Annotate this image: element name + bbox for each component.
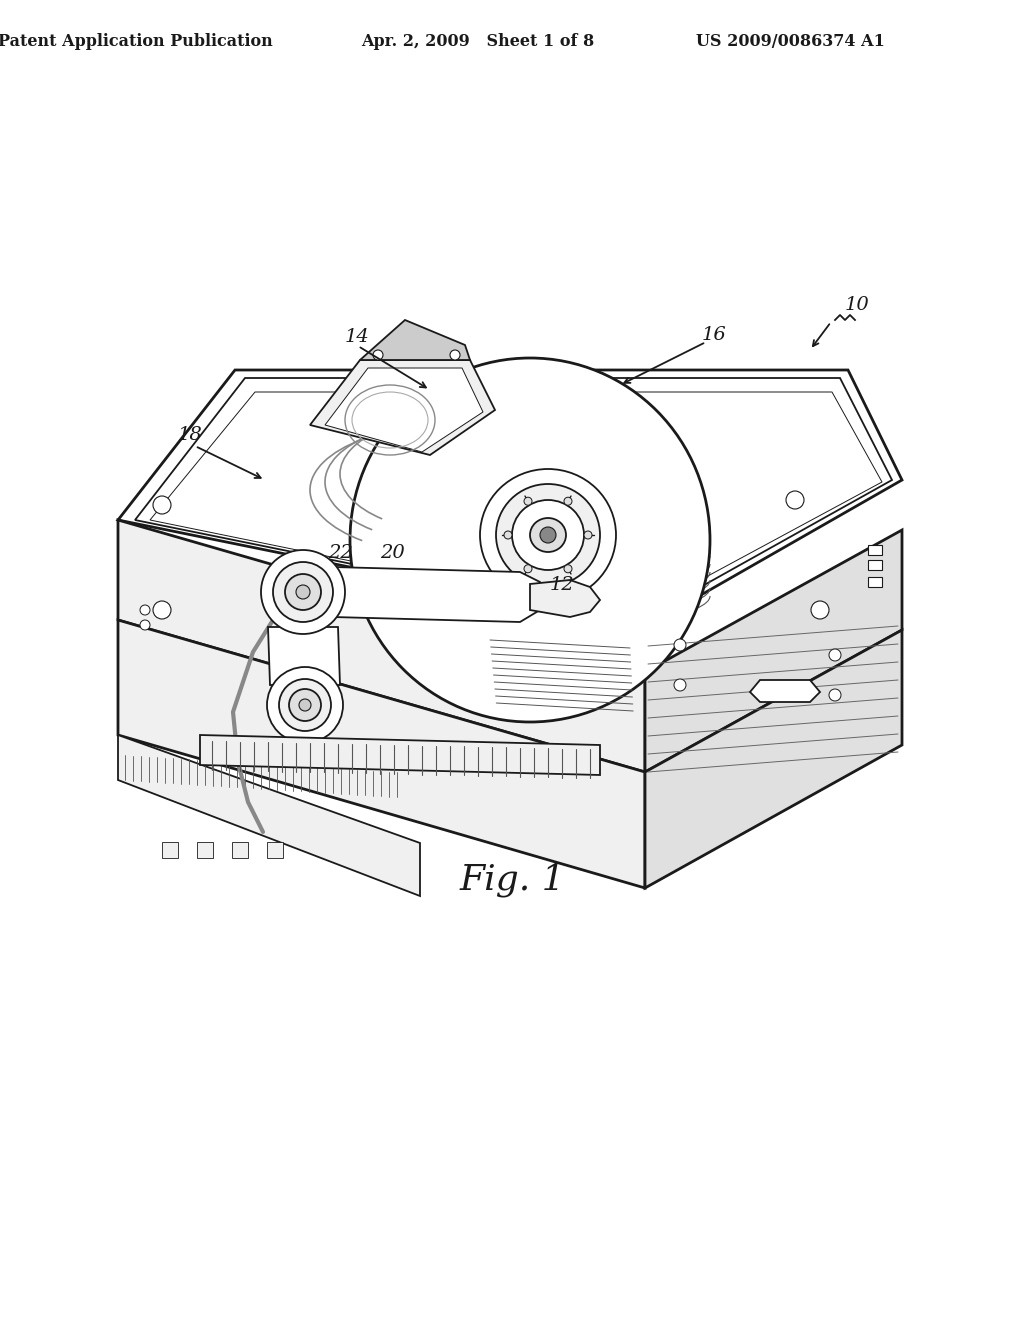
Ellipse shape	[530, 517, 566, 552]
Bar	[267, 842, 283, 858]
Text: US 2009/0086374 A1: US 2009/0086374 A1	[695, 33, 885, 50]
Bar	[197, 842, 213, 858]
Circle shape	[273, 562, 333, 622]
Polygon shape	[288, 568, 545, 622]
Circle shape	[524, 498, 532, 506]
Polygon shape	[118, 370, 902, 627]
Text: Fig. 1: Fig. 1	[459, 863, 565, 898]
Circle shape	[140, 620, 150, 630]
Polygon shape	[750, 680, 820, 702]
Circle shape	[285, 574, 321, 610]
Polygon shape	[310, 360, 495, 455]
Polygon shape	[268, 627, 340, 685]
Polygon shape	[325, 368, 483, 451]
Circle shape	[289, 689, 321, 721]
Circle shape	[829, 649, 841, 661]
Polygon shape	[118, 520, 645, 772]
Text: 10: 10	[845, 296, 869, 314]
Circle shape	[786, 491, 804, 510]
Polygon shape	[645, 630, 902, 888]
Circle shape	[584, 531, 592, 539]
Bar	[868, 577, 882, 587]
Text: 12: 12	[550, 576, 574, 594]
Ellipse shape	[480, 469, 616, 601]
Circle shape	[674, 678, 686, 690]
Bar	[162, 842, 178, 858]
Polygon shape	[645, 531, 902, 772]
Ellipse shape	[512, 500, 584, 570]
Circle shape	[564, 498, 572, 506]
Text: 20: 20	[380, 544, 404, 562]
Ellipse shape	[496, 484, 600, 586]
Polygon shape	[150, 392, 882, 618]
Circle shape	[373, 350, 383, 360]
Circle shape	[674, 639, 686, 651]
Circle shape	[153, 601, 171, 619]
Circle shape	[267, 667, 343, 743]
Bar	[232, 842, 248, 858]
Ellipse shape	[350, 358, 710, 722]
Text: 18: 18	[178, 426, 203, 444]
Text: 16: 16	[702, 326, 727, 345]
Circle shape	[829, 689, 841, 701]
Ellipse shape	[540, 527, 556, 543]
Circle shape	[261, 550, 345, 634]
Polygon shape	[118, 735, 420, 896]
Bar	[868, 545, 882, 554]
Bar	[868, 560, 882, 570]
Circle shape	[450, 350, 460, 360]
Circle shape	[524, 565, 532, 573]
Circle shape	[504, 531, 512, 539]
Circle shape	[811, 601, 829, 619]
Circle shape	[279, 678, 331, 731]
Circle shape	[140, 605, 150, 615]
Circle shape	[564, 565, 572, 573]
Circle shape	[299, 700, 311, 711]
Polygon shape	[118, 620, 645, 888]
Circle shape	[153, 496, 171, 513]
Polygon shape	[135, 378, 892, 622]
Text: 22: 22	[328, 544, 352, 562]
Circle shape	[296, 585, 310, 599]
Text: 14: 14	[345, 327, 370, 346]
Text: Patent Application Publication: Patent Application Publication	[0, 33, 272, 50]
Polygon shape	[360, 319, 470, 360]
Polygon shape	[530, 579, 600, 616]
Text: Apr. 2, 2009   Sheet 1 of 8: Apr. 2, 2009 Sheet 1 of 8	[361, 33, 595, 50]
Polygon shape	[200, 735, 600, 775]
